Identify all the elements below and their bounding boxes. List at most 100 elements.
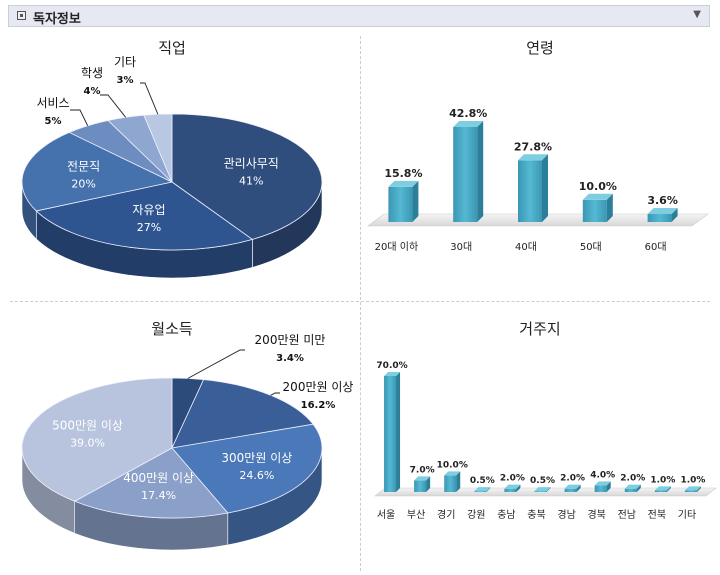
bar-category-label: 40대 xyxy=(515,241,537,253)
leader-line xyxy=(187,349,245,379)
pie-slice xyxy=(35,181,254,251)
bar-top xyxy=(624,484,641,489)
bar-category-label: 경북 xyxy=(587,508,605,521)
bar-value-label: 3.6% xyxy=(647,194,678,207)
bar-value-label: 10.0% xyxy=(437,460,468,470)
pie-slice-value: 17.4% xyxy=(141,489,176,502)
bar-category-label: 30대 xyxy=(450,241,472,253)
bar-category-label: 충북 xyxy=(527,509,545,521)
bar-top xyxy=(414,476,431,481)
bar-side xyxy=(546,487,551,492)
bar-side xyxy=(456,471,461,492)
bar-side xyxy=(477,121,484,222)
bar-side xyxy=(696,486,701,492)
bar-top xyxy=(518,154,548,161)
pie-slice-value: 41% xyxy=(239,175,263,188)
bar-value-label: 42.8% xyxy=(449,107,487,120)
pie-slice xyxy=(171,423,323,514)
bar-category-label: 충남 xyxy=(497,509,515,521)
bar-top xyxy=(684,486,701,491)
pie-slice-label: 300만원 이상 xyxy=(221,451,292,465)
chart-title-0: 직업 xyxy=(158,39,186,57)
bar-category-label: 50대 xyxy=(580,241,602,253)
bar-category-label: 기타 xyxy=(678,509,696,521)
pie-slice-label: 200만원 이상 xyxy=(283,380,354,394)
pie-slice-label: 서비스 xyxy=(36,96,69,110)
bar-value-label: 2.0% xyxy=(500,474,525,484)
bar-category-label: 부산 xyxy=(407,509,425,521)
bar-top xyxy=(388,180,419,187)
chart-title-1: 연령 xyxy=(526,39,554,57)
pie-slice xyxy=(21,377,173,502)
bar-value-label: 2.0% xyxy=(560,474,585,484)
bar-value-label: 2.0% xyxy=(620,474,645,484)
bar-top xyxy=(647,208,678,215)
bar xyxy=(684,490,697,492)
pie-slice xyxy=(21,131,174,212)
chevron-down-icon[interactable]: ▼ xyxy=(693,9,701,20)
bar-side xyxy=(576,484,581,492)
pie-slice-value: 16.2% xyxy=(301,400,336,411)
bar-side xyxy=(486,487,491,492)
bar-top xyxy=(594,481,611,486)
vertical-divider xyxy=(360,36,361,571)
bar xyxy=(582,199,607,222)
leader-line xyxy=(70,109,89,126)
pie-slice-label: 전문직 xyxy=(67,159,100,173)
bar-category-label: 경기 xyxy=(437,508,455,521)
bar-value-label: 0.5% xyxy=(530,476,555,486)
bar xyxy=(453,127,478,222)
bar-top xyxy=(504,484,521,489)
bar-side xyxy=(671,208,678,222)
bar-top xyxy=(582,193,613,200)
bar-value-label: 70.0% xyxy=(376,361,407,371)
bar xyxy=(534,491,547,492)
bar-value-label: 1.0% xyxy=(650,475,675,485)
pie-slice-label: 관리사무직 xyxy=(224,157,279,171)
bar-value-label: 27.8% xyxy=(514,140,552,153)
pie-slice-value: 39.0% xyxy=(70,436,105,449)
pie-slice-value: 24.6% xyxy=(239,469,274,482)
leader-line xyxy=(140,82,159,115)
bar-top xyxy=(564,484,581,489)
pie-slice-value: 5% xyxy=(45,116,62,127)
pie-slice-value: 27% xyxy=(137,221,161,234)
bar xyxy=(654,490,667,492)
bar xyxy=(647,214,672,222)
pie-slice-label: 학생 xyxy=(81,66,103,80)
bar-value-label: 10.0% xyxy=(579,180,617,193)
pie-slice xyxy=(171,379,314,449)
pie-slice-label: 기타 xyxy=(114,55,136,69)
bar-top xyxy=(384,372,401,376)
bar-category-label: 전남 xyxy=(618,509,636,521)
bar-value-label: 15.8% xyxy=(384,167,422,180)
pie-slice-label: 200만원 미만 xyxy=(255,333,326,347)
leader-line xyxy=(100,94,127,118)
bar-side xyxy=(606,481,611,492)
bar xyxy=(624,488,637,492)
chart-title-3: 거주지 xyxy=(519,320,560,338)
bar-top xyxy=(654,486,671,491)
bar-side xyxy=(516,484,521,492)
bar-side xyxy=(666,486,671,492)
bar-category-label: 강원 xyxy=(467,509,485,521)
bar-category-label: 전북 xyxy=(648,509,666,521)
bar-side xyxy=(636,484,641,492)
bar-top xyxy=(474,487,491,492)
pie-slice-label: 400만원 이상 xyxy=(123,471,194,485)
bar-side xyxy=(396,372,401,492)
bar-value-label: 0.5% xyxy=(470,476,495,486)
pie-slice-label: 500만원 이상 xyxy=(52,418,123,432)
bar xyxy=(384,376,397,492)
bar xyxy=(594,485,607,492)
bar-category-label: 60대 xyxy=(645,241,667,253)
bar-side xyxy=(412,180,419,222)
bar-side xyxy=(606,193,613,222)
pie-slice-label: 자유업 xyxy=(132,203,165,217)
bar xyxy=(388,186,413,222)
bar-top xyxy=(444,471,461,476)
bar-value-label: 1.0% xyxy=(680,475,705,485)
horizontal-divider xyxy=(10,301,710,302)
bar-category-label: 서울 xyxy=(377,509,395,521)
